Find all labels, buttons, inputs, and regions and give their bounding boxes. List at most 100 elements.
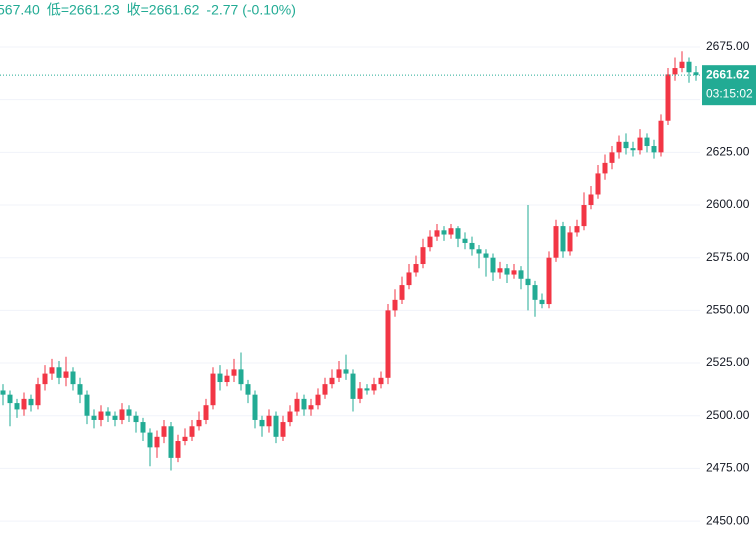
candle-body	[630, 148, 636, 151]
candle-body	[539, 299, 545, 305]
candle-body	[308, 405, 314, 410]
candle-body	[560, 226, 566, 252]
candle-body	[490, 257, 496, 273]
candle-body	[476, 249, 482, 254]
candle-body	[364, 388, 370, 391]
candle-body	[637, 137, 643, 151]
candle-body	[252, 394, 258, 420]
candle-body	[462, 238, 468, 243]
y-tick-label: 2625.00	[706, 145, 750, 159]
candle-body	[434, 230, 440, 237]
candle-body	[532, 285, 538, 300]
candle-body	[238, 369, 244, 385]
candle-body	[217, 373, 223, 383]
candle-body	[595, 173, 601, 195]
y-tick-label: 2475.00	[706, 461, 750, 475]
candle-body	[581, 205, 587, 227]
y-tick-label: 2500.00	[706, 408, 750, 422]
candle-body	[413, 264, 419, 273]
candle-body	[154, 436, 160, 448]
candle-body	[315, 394, 321, 406]
last-price-label: 2661.62	[706, 67, 750, 81]
candle-body	[679, 61, 685, 69]
candle-body	[245, 384, 251, 395]
candle-body	[280, 422, 286, 437]
candle-body	[91, 415, 97, 420]
candle-body	[406, 272, 412, 286]
candle-body	[224, 375, 230, 383]
header-item: 567.40	[0, 2, 40, 18]
candle-body	[686, 61, 692, 73]
y-tick-label: 2575.00	[706, 250, 750, 264]
candle-body	[567, 232, 573, 252]
header-item: -2.77 (-0.10%)	[206, 2, 295, 18]
candle-body	[147, 432, 153, 448]
candle-body	[126, 409, 132, 416]
header-item: 低=2661.23	[47, 2, 120, 18]
candle-body	[182, 436, 188, 442]
candle-body	[623, 141, 629, 149]
candle-body	[266, 415, 272, 427]
candle-body	[329, 377, 335, 385]
candle-body	[161, 426, 167, 437]
candle-body	[385, 310, 391, 378]
candle-body	[63, 371, 69, 378]
candle-body	[273, 415, 279, 437]
candle-body	[609, 152, 615, 163]
candle-body	[14, 403, 20, 410]
candle-body	[322, 384, 328, 395]
candle-body	[658, 120, 664, 153]
candle-body	[420, 247, 426, 265]
candle-body	[133, 415, 139, 423]
candle-body	[7, 394, 13, 404]
candle-body	[112, 415, 118, 420]
candle-body	[483, 253, 489, 258]
y-tick-label: 2550.00	[706, 303, 750, 317]
candle-body	[196, 419, 202, 427]
candle-body	[105, 411, 111, 416]
candle-body	[665, 74, 671, 121]
candle-body	[644, 137, 650, 147]
candle-body	[651, 146, 657, 153]
candle-body	[441, 230, 447, 235]
y-tick-label: 2450.00	[706, 513, 750, 527]
candle-body	[518, 270, 524, 279]
candle-body	[616, 141, 622, 153]
candle-body	[77, 384, 83, 395]
candle-body	[602, 162, 608, 174]
candle-body	[28, 398, 34, 406]
candle-body	[70, 371, 76, 385]
candle-body	[294, 398, 300, 412]
candle-body	[574, 226, 580, 233]
candle-body	[343, 369, 349, 374]
y-tick-label: 2525.00	[706, 355, 750, 369]
candle-body	[469, 242, 475, 250]
candle-body	[119, 409, 125, 420]
candle-body	[0, 390, 6, 395]
candle-body	[448, 228, 454, 235]
y-tick-label: 2600.00	[706, 197, 750, 211]
candle-body	[546, 257, 552, 305]
candle-body	[392, 299, 398, 311]
candle-body	[399, 285, 405, 300]
candle-body	[693, 72, 699, 76]
price-label-bg	[702, 65, 756, 106]
candle-body	[672, 68, 678, 75]
candle-body	[189, 426, 195, 437]
candle-body	[140, 422, 146, 433]
candle-body	[301, 398, 307, 410]
candle-body	[371, 384, 377, 391]
candle-body	[56, 367, 62, 378]
candle-body	[210, 373, 216, 406]
candle-body	[84, 394, 90, 416]
candle-body	[511, 270, 517, 275]
candle-body	[231, 369, 237, 376]
candle-body	[455, 228, 461, 239]
candle-body	[49, 367, 55, 374]
y-tick-label: 2675.00	[706, 39, 750, 53]
candle-body	[497, 268, 503, 273]
candle-body	[35, 384, 41, 406]
candle-body	[175, 441, 181, 458]
candle-body	[21, 398, 27, 410]
